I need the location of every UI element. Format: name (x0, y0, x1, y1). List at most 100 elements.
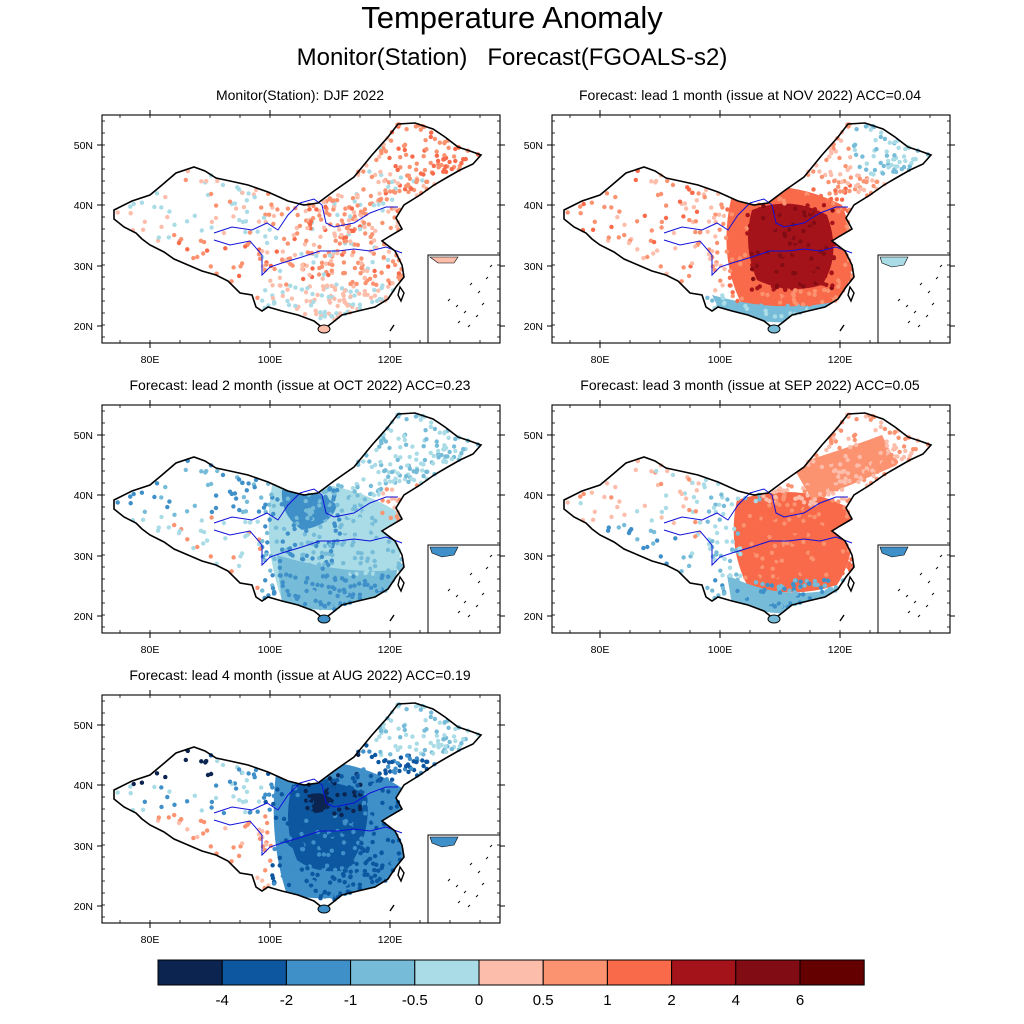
station-dot (263, 814, 268, 819)
station-dot (670, 472, 676, 478)
station-dot (782, 586, 787, 591)
station-dot (789, 286, 795, 291)
station-dot (322, 253, 328, 259)
station-dot (314, 543, 319, 549)
station-dot (268, 278, 273, 283)
station-dot (292, 252, 298, 258)
station-dot (201, 831, 206, 836)
station-dot (257, 546, 263, 551)
station-dot (331, 488, 336, 493)
station-dot (844, 514, 850, 519)
station-dot (811, 187, 816, 192)
station-dot (365, 558, 370, 564)
station-dot (199, 469, 204, 474)
station-dot (341, 583, 346, 588)
station-dot (755, 250, 760, 255)
station-dot (683, 206, 689, 211)
station-dot (613, 484, 618, 490)
station-dot (693, 244, 698, 249)
station-dot (421, 734, 426, 739)
station-dot (658, 191, 664, 197)
station-dot (812, 514, 817, 520)
station-dot (739, 586, 745, 591)
station-dot (379, 560, 384, 565)
station-dot (394, 224, 400, 229)
station-dot (213, 203, 219, 208)
station-dot (854, 127, 859, 132)
station-dot (328, 549, 334, 554)
station-dot (403, 152, 409, 157)
station-dot (811, 459, 816, 464)
station-dot (339, 194, 344, 199)
station-dot (339, 286, 345, 291)
station-dot (311, 879, 316, 885)
station-dot (367, 169, 372, 174)
station-dot (892, 429, 898, 435)
station-dot (694, 488, 699, 493)
station-dot (348, 819, 353, 824)
station-dot (362, 565, 367, 571)
river-line (213, 198, 398, 234)
station-dot (855, 463, 860, 468)
station-dot (654, 538, 660, 543)
lat-tick-label: 20N (524, 321, 543, 333)
station-dot (735, 496, 741, 501)
south-china-sea-inset (877, 544, 951, 634)
station-dot (845, 471, 851, 476)
station-dot (750, 262, 755, 268)
station-dot (199, 518, 204, 523)
station-dot (787, 588, 792, 593)
station-dot (379, 850, 384, 855)
station-dot (362, 804, 367, 810)
station-dot (372, 268, 377, 274)
station-dot (221, 810, 227, 816)
station-dot (321, 779, 327, 785)
station-dot (642, 503, 647, 508)
station-dot (156, 235, 161, 240)
station-dot (348, 874, 353, 879)
station-dot (379, 270, 384, 275)
station-dot (362, 207, 368, 212)
station-dot (339, 576, 345, 581)
station-dot (322, 599, 328, 605)
station-dot (326, 294, 331, 300)
station-dot (854, 184, 859, 189)
station-dot (265, 250, 270, 255)
river-line (213, 488, 398, 524)
station-dot (183, 757, 188, 763)
station-dot (358, 209, 364, 214)
station-dot (827, 154, 832, 159)
station-dot (396, 726, 401, 731)
station-dot (255, 809, 260, 814)
station-dot (342, 300, 347, 305)
station-dot (305, 250, 310, 255)
station-dot (755, 540, 760, 545)
station-dot (424, 147, 429, 152)
station-dot (783, 528, 788, 533)
station-dot (421, 172, 426, 177)
station-dot (791, 561, 796, 566)
station-dot (393, 842, 398, 848)
station-dot (324, 283, 330, 288)
station-dot (731, 526, 737, 532)
station-dot (346, 809, 351, 815)
station-dot (322, 314, 328, 319)
station-dot (327, 833, 333, 838)
station-dot (853, 152, 859, 157)
station-dot (386, 278, 391, 283)
station-dot (377, 771, 382, 776)
station-dot (355, 195, 360, 200)
station-dot (244, 789, 250, 794)
station-dot (459, 741, 464, 746)
station-dot (812, 288, 818, 294)
station-dot (787, 531, 792, 536)
station-dot (751, 276, 756, 282)
station-dot (310, 796, 316, 801)
station-dot (314, 787, 319, 792)
station-dot (671, 520, 677, 526)
station-dot (434, 153, 440, 158)
station-dot (761, 550, 766, 555)
station-dot (404, 707, 409, 712)
station-dot (337, 241, 342, 246)
station-dot (275, 497, 280, 502)
